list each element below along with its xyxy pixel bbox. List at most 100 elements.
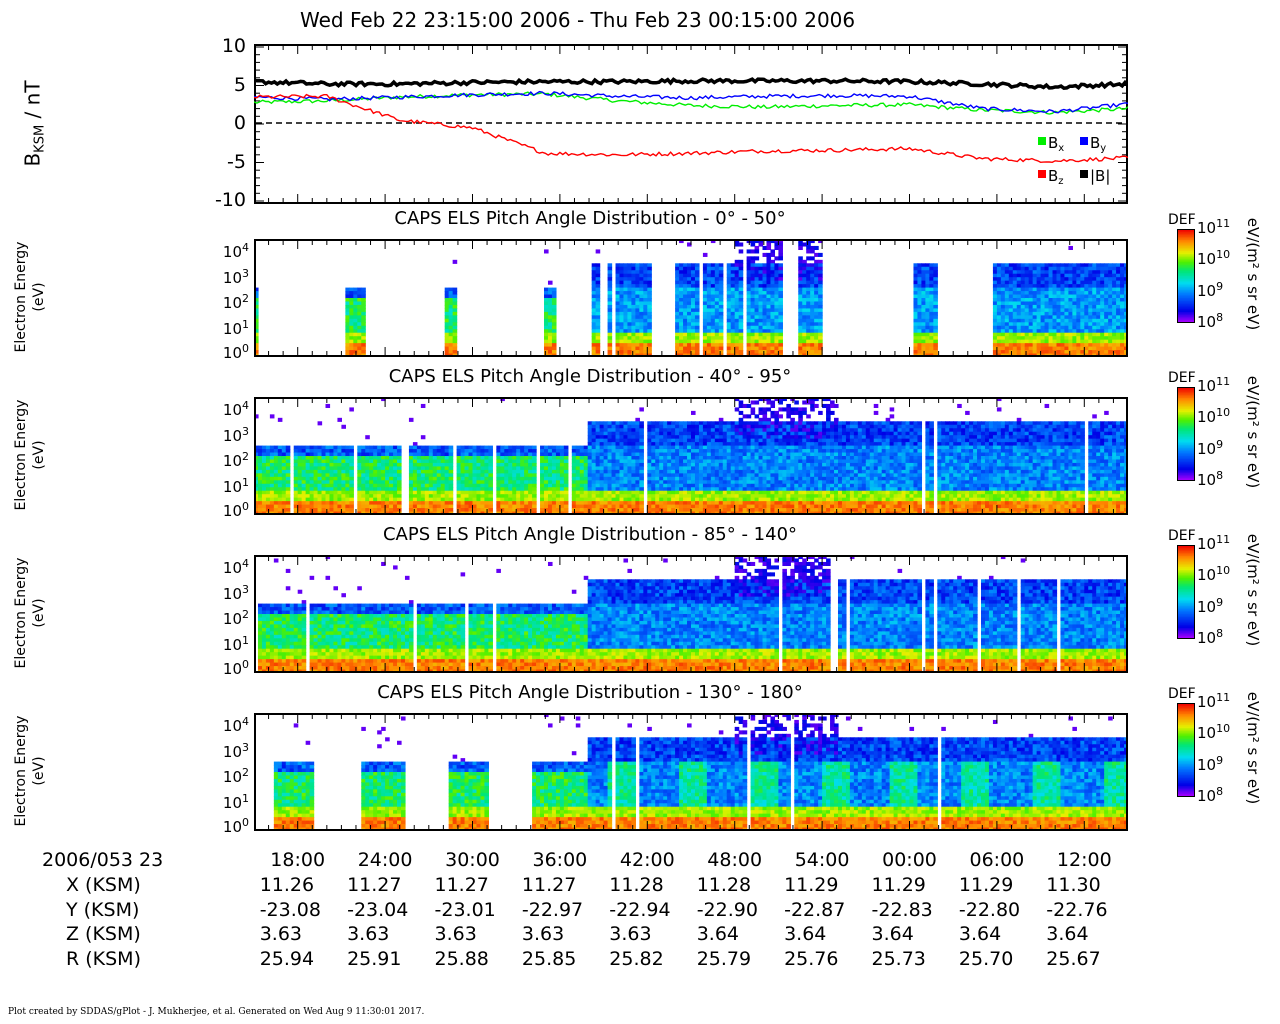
spec-cell bbox=[925, 332, 930, 337]
spec-cell bbox=[623, 483, 629, 488]
spec-cell bbox=[349, 332, 354, 337]
spec-cell bbox=[806, 304, 811, 310]
spec-cell bbox=[611, 469, 617, 474]
spec-cell bbox=[1052, 304, 1058, 310]
spec-cell bbox=[591, 273, 597, 278]
spec-cell bbox=[1060, 294, 1066, 299]
spec-cell bbox=[702, 284, 708, 289]
spec-cell bbox=[647, 473, 652, 478]
spec-cell bbox=[611, 435, 617, 440]
spec-cell bbox=[559, 462, 565, 468]
spec-cell bbox=[1020, 277, 1026, 282]
spec-cell bbox=[547, 308, 553, 313]
spec-cell bbox=[627, 462, 633, 468]
spec-cell bbox=[373, 466, 378, 471]
spec-cell bbox=[1044, 315, 1050, 320]
spec-cell bbox=[297, 445, 303, 450]
spec-cell bbox=[1044, 280, 1050, 285]
spec-cell bbox=[349, 322, 354, 327]
spec-cell bbox=[551, 322, 557, 327]
spec-cell bbox=[615, 449, 621, 454]
spec-cell bbox=[651, 428, 656, 433]
spec-cell bbox=[528, 473, 533, 478]
spec-cell bbox=[694, 318, 700, 323]
colorbar-band bbox=[1177, 243, 1195, 246]
spec-cell bbox=[416, 487, 422, 492]
spec-cell bbox=[675, 318, 680, 323]
spec-cell bbox=[718, 294, 724, 299]
spec-cell bbox=[293, 504, 299, 509]
spec-cell bbox=[408, 501, 414, 506]
spec-cell bbox=[655, 480, 660, 485]
spec-cell bbox=[1024, 291, 1030, 296]
spec-cell bbox=[472, 476, 478, 481]
spec-cell bbox=[607, 318, 613, 323]
spec-cell bbox=[464, 456, 470, 461]
spec-cell bbox=[1088, 332, 1093, 337]
spec-cell bbox=[726, 304, 732, 310]
spec-cell bbox=[706, 339, 712, 344]
spec-cell bbox=[1084, 298, 1089, 303]
spec-cell bbox=[583, 487, 589, 492]
spec-cell bbox=[754, 245, 760, 251]
spec-cell bbox=[627, 487, 633, 492]
spec-cell bbox=[361, 315, 366, 320]
spec-cell bbox=[663, 452, 668, 457]
spec-cell bbox=[714, 315, 720, 320]
spec-cell bbox=[313, 456, 319, 461]
spec-cell bbox=[730, 315, 736, 320]
spec-cell bbox=[595, 504, 601, 509]
spec-cell bbox=[770, 252, 776, 257]
spec-cell bbox=[571, 494, 577, 499]
spec-cell bbox=[917, 343, 923, 348]
spec-cell bbox=[643, 277, 648, 282]
spec-cell bbox=[361, 343, 366, 348]
spec-cell bbox=[1092, 325, 1097, 330]
spec-cell bbox=[925, 311, 930, 316]
spec-cell bbox=[345, 452, 350, 457]
spec-cell bbox=[297, 473, 303, 478]
spec-cell bbox=[778, 318, 783, 323]
spec-cell bbox=[448, 490, 454, 495]
spec-cell bbox=[726, 336, 732, 341]
spec-cell bbox=[746, 315, 752, 320]
spec-cell bbox=[325, 480, 331, 485]
spec-cell bbox=[635, 311, 640, 316]
spec-cell bbox=[408, 473, 414, 478]
spec-cell bbox=[1040, 287, 1046, 292]
spec-cell bbox=[365, 469, 370, 474]
spec-cell bbox=[683, 318, 688, 323]
spec-cell bbox=[615, 346, 621, 351]
spec-cell bbox=[663, 421, 668, 426]
spec-cell bbox=[468, 508, 474, 513]
spec-cell bbox=[615, 311, 621, 316]
spec-cell bbox=[607, 350, 613, 355]
spec-cell bbox=[619, 501, 625, 506]
spec-cell bbox=[734, 298, 740, 303]
spec-cell bbox=[814, 322, 819, 327]
spec-cell bbox=[814, 284, 819, 289]
spec-cell bbox=[460, 483, 466, 488]
spec-cell bbox=[357, 343, 362, 348]
spec-cell bbox=[611, 487, 617, 492]
spec-cell bbox=[806, 294, 811, 299]
spec-cell bbox=[551, 343, 557, 348]
spec-cell bbox=[694, 270, 700, 275]
spec-cell bbox=[1056, 311, 1062, 316]
spec-cell bbox=[476, 456, 482, 461]
spec-cell bbox=[357, 287, 362, 292]
spec-cell bbox=[1044, 308, 1050, 313]
spec-cell bbox=[583, 483, 589, 488]
spec-cell bbox=[357, 298, 362, 303]
spec-cell bbox=[293, 497, 299, 502]
spec-cell bbox=[1008, 315, 1014, 320]
spec-cell bbox=[996, 350, 1002, 355]
spec-cell bbox=[734, 284, 740, 289]
spec-cell bbox=[365, 459, 370, 464]
spec-cell bbox=[1116, 301, 1121, 306]
spec-cell bbox=[297, 490, 303, 495]
spec-cell bbox=[357, 487, 362, 492]
spec-cell bbox=[702, 311, 708, 316]
spec-cell bbox=[1012, 315, 1018, 320]
spec-cell bbox=[599, 473, 605, 478]
